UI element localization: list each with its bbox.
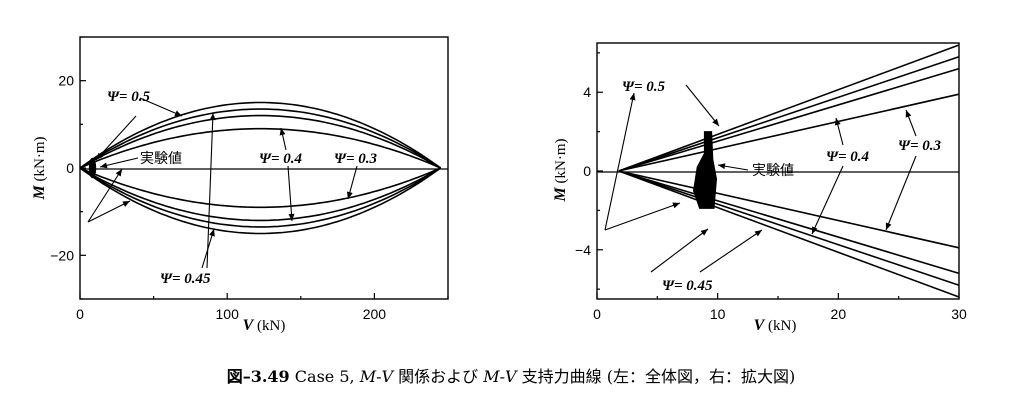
right-label-experimental: 実験値: [752, 162, 794, 178]
left-label-psi-0.4: Ψ= 0.4: [259, 151, 303, 167]
right-curves: [618, 44, 960, 298]
left-leader-psi-0.5-2: [95, 115, 137, 161]
right-y-tick-label: 0: [583, 163, 591, 179]
left-series-Ψ= 0.45-lower: [79, 167, 442, 228]
right-series-Ψ= 0.4-upper: [618, 67, 960, 172]
right-leader-experimental-arrowhead: [718, 163, 726, 170]
right-y-tick-label: 4: [583, 84, 591, 100]
right-leader-psi-0.45-d-arrowhead: [754, 230, 762, 237]
left-leader-psi-0.45-left: [87, 200, 131, 223]
left-series-Ψ= 0.3-lower: [79, 167, 441, 209]
left-leader-psi-0.4-up-arrowhead: [279, 128, 286, 136]
right-leader-psi-0.45-a: [650, 228, 709, 273]
right-leader-psi-0.3-down: [885, 155, 917, 231]
left-series-Ψ= 0.4-lower: [79, 167, 442, 222]
right-leader-psi-0.45-b: [604, 92, 635, 231]
left-chart: 0 100 200 −20 0 20 Ψ= 0.5 実験値 Ψ= 0.4 Ψ= 0.3 Ψ…: [31, 36, 449, 334]
left-x-tick-label: 200: [363, 306, 387, 322]
right-leader-psi-0.45-c: [604, 202, 681, 231]
left-label-psi-0.45: Ψ= 0.45: [160, 271, 211, 287]
left-ticks: 0 100 200 −20 0 20: [50, 36, 449, 322]
left-annotation-leaders: [87, 97, 358, 269]
right-leader-psi-0.45-d: [699, 229, 763, 273]
right-x-tick-label: 0: [593, 306, 601, 322]
right-leader-psi-0.5-arrowhead: [712, 118, 719, 126]
right-series-Ψ= 0.3-upper: [618, 93, 960, 172]
right-leader-psi-0.45-b-arrowhead: [629, 93, 636, 101]
right-series-Ψ= 0.5-lower: [618, 170, 960, 298]
left-series-Ψ= 0.4-upper: [79, 114, 442, 169]
right-series-Ψ= 0.4-lower: [618, 170, 960, 275]
left-label-experimental: 実験値: [140, 150, 182, 166]
right-x-axis-label: V (kN): [754, 317, 797, 334]
left-x-axis-label: V (kN): [243, 317, 286, 334]
left-label-psi-0.5: Ψ= 0.5: [107, 89, 151, 105]
right-experimental-marker: [692, 131, 718, 209]
left-leader-psi-0.4-down: [287, 165, 293, 222]
left-leader-psi-0.5: [139, 97, 183, 117]
right-leader-psi-0.5: [685, 84, 720, 127]
right-x-tick-label: 20: [831, 306, 847, 322]
left-series-Ψ= 0.45-upper: [79, 108, 442, 169]
left-x-tick-label: 0: [76, 306, 84, 322]
right-leader-psi-0.3-down-arrowhead: [885, 222, 892, 230]
right-label-psi-0.4: Ψ= 0.4: [826, 149, 870, 165]
right-leader-psi-0.3-up-arrowhead: [905, 110, 912, 118]
left-leader-psi-0.45-down-arrowhead: [209, 229, 215, 237]
right-annotation-leaders: [604, 84, 917, 273]
right-series-Ψ= 0.45-lower: [618, 170, 960, 286]
right-leader-psi-0.45-c-arrowhead: [672, 202, 680, 209]
left-leader-psi-0.45-up-arrowhead: [209, 113, 216, 121]
right-y-axis-label: M (kN·m): [552, 139, 569, 203]
right-experimental-data: [692, 131, 718, 209]
left-leader-experimental-arrowhead: [100, 162, 108, 169]
left-series-Ψ= 0.5-upper: [79, 101, 442, 169]
left-leader-psi-0.4-down-arrowhead: [288, 213, 295, 221]
left-x-tick-label: 100: [216, 306, 240, 322]
left-leader-psi-0.45-up: [206, 112, 214, 269]
right-label-psi-0.5: Ψ= 0.5: [622, 79, 666, 95]
right-leader-psi-0.4-down-arrowhead: [812, 226, 818, 234]
left-leader-psi-0.45-left-arrowhead: [122, 201, 130, 207]
right-leader-psi-0.4-down: [811, 165, 844, 235]
left-series-Ψ= 0.3-upper: [79, 127, 441, 169]
right-x-tick-label: 30: [951, 306, 967, 322]
left-y-tick-label: 20: [58, 73, 74, 89]
right-y-tick-label: −4: [575, 242, 591, 258]
right-x-tick-label: 10: [710, 306, 726, 322]
right-label-psi-0.45: Ψ= 0.45: [662, 278, 713, 294]
left-leader-psi-0.45-left2: [87, 168, 123, 223]
left-leader-psi-0.3-arrowhead: [346, 191, 353, 199]
right-leader-psi-0.4-up-arrowhead: [834, 118, 841, 126]
right-series-Ψ= 0.45-upper: [618, 56, 960, 172]
left-series-Ψ= 0.5-lower: [79, 167, 442, 235]
figure-caption: 図–3.49 Case 5, M-V 関係および M-V 支持力曲線 (左：全体…: [227, 367, 796, 386]
left-curves: [79, 101, 442, 235]
right-ticks: 0 10 20 30 −4 0 4: [575, 52, 967, 322]
left-y-tick-label: 0: [66, 160, 74, 176]
left-y-axis-label: M (kN·m): [31, 137, 48, 201]
left-leader-psi-0.5-2-arrowhead: [96, 152, 103, 160]
right-series-Ψ= 0.3-lower: [618, 170, 960, 249]
left-leader-psi-0.5-arrowhead: [174, 110, 182, 116]
left-experimental-data: [88, 157, 97, 179]
left-plot-frame: [79, 36, 449, 300]
right-label-psi-0.3: Ψ= 0.3: [898, 138, 942, 154]
left-label-psi-0.3: Ψ= 0.3: [334, 151, 378, 167]
left-experimental-marker: [88, 157, 97, 179]
left-y-tick-label: −20: [50, 247, 74, 263]
right-leader-psi-0.45-a-arrowhead: [700, 229, 708, 236]
right-chart: 0 10 20 30 −4 0 4 Ψ= 0.5 実験値 Ψ= 0.4 Ψ= 0.3 Ψ= …: [552, 42, 967, 334]
left-leader-psi-0.45-left2-arrowhead: [115, 169, 122, 177]
right-series-Ψ= 0.5-upper: [618, 44, 960, 172]
